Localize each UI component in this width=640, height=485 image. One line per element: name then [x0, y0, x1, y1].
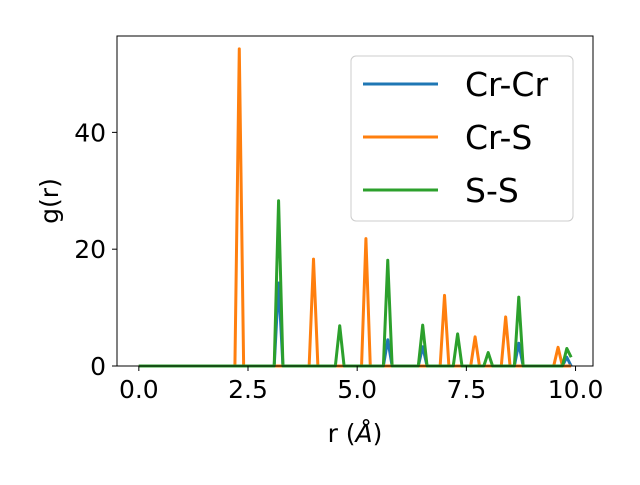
y-axis-title: g(r)	[35, 178, 64, 224]
y-axis-ticks: 0 20 40	[74, 118, 117, 381]
x-tick-label: 0.0	[119, 375, 159, 404]
legend-label-1: Cr-S	[465, 118, 532, 157]
y-tick-label: 0	[90, 352, 106, 381]
x-axis-ticks: 0.0 2.5 5.0 7.5 10.0	[119, 366, 603, 404]
x-tick-label: 5.0	[337, 375, 377, 404]
x-tick-label: 7.5	[446, 375, 486, 404]
x-tick-label: 10.0	[548, 375, 604, 404]
y-tick-label: 40	[74, 118, 106, 147]
legend: Cr-Cr Cr-S S-S	[350, 55, 574, 222]
legend-label-0: Cr-Cr	[465, 65, 548, 104]
legend-box	[350, 55, 574, 222]
x-axis-title: r (Å)	[328, 419, 383, 448]
legend-label-2: S-S	[465, 171, 519, 210]
y-tick-label: 20	[74, 235, 106, 264]
x-tick-label: 2.5	[228, 375, 268, 404]
plot-frame	[116, 35, 594, 367]
